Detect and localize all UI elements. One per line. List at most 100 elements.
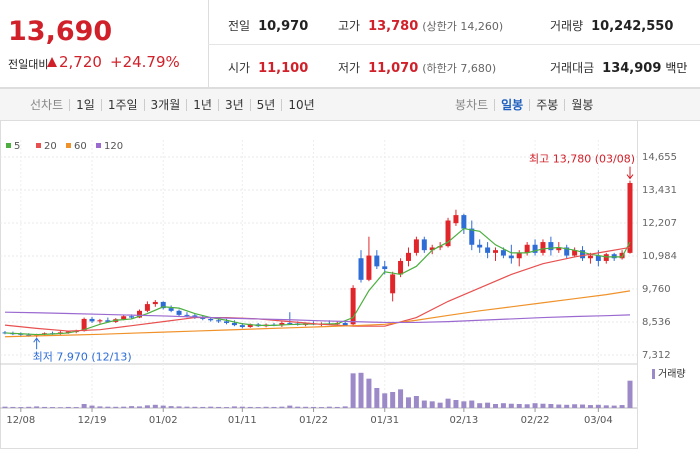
tab[interactable]: 1일	[69, 98, 101, 111]
volume-bar	[113, 406, 119, 408]
price: 13,690	[8, 16, 113, 47]
volume-bar	[311, 406, 317, 408]
legend-label: 5	[14, 141, 20, 152]
candle-body	[619, 252, 625, 259]
volume-bar	[295, 406, 301, 408]
change-label: 전일대비	[8, 58, 49, 71]
divider	[0, 87, 700, 88]
volume-bar	[2, 406, 8, 408]
x-tick-label: 01/11	[228, 415, 257, 426]
up-triangle	[47, 57, 57, 67]
candle-body	[493, 250, 499, 253]
volume-bar	[548, 404, 554, 408]
legend-swatch	[652, 369, 655, 379]
candle-body	[516, 252, 522, 259]
ma-line	[4, 311, 631, 324]
volume-bar	[34, 406, 40, 408]
candle-body	[97, 320, 103, 322]
stat-value: 10,970	[258, 19, 309, 34]
volume-bar	[390, 392, 396, 408]
volume-bar	[342, 406, 348, 408]
volume-bar	[160, 405, 166, 408]
annotation-arrow	[626, 166, 634, 180]
tab[interactable]: 3년	[217, 98, 250, 111]
volume-bar	[405, 397, 411, 408]
volume-bar	[508, 403, 514, 408]
change-rate: +24.79%	[110, 53, 180, 71]
legend-label: 60	[74, 141, 87, 152]
stat-value: 11,100	[258, 61, 309, 76]
volume-bar	[358, 372, 364, 408]
volume-bar	[437, 402, 443, 408]
plot-frame	[0, 120, 638, 449]
candle-body	[342, 322, 348, 326]
volume-bar	[239, 406, 245, 408]
tab[interactable]: 5년	[249, 98, 282, 111]
volume-bar	[556, 404, 562, 408]
y-tick-label: 7,312	[642, 350, 671, 361]
volume-bar	[500, 403, 506, 408]
stat-value: 11,070	[368, 61, 419, 76]
tab[interactable]: 10년	[281, 98, 320, 111]
volume-bar	[619, 405, 625, 408]
candle-body	[216, 320, 222, 322]
volume-bar	[287, 405, 293, 408]
candle-body	[540, 242, 546, 253]
stat-value: 10,242,550	[591, 19, 674, 34]
volume-bar	[216, 406, 222, 408]
stat-label: 시가	[228, 61, 251, 75]
tab[interactable]: 1년	[186, 98, 218, 111]
stat: 거래량 10,242,550	[550, 15, 673, 34]
tab[interactable]: 1주일	[100, 98, 144, 111]
volume-bar	[485, 402, 491, 408]
stat: 저가 11,070 (하한가 7,680)	[338, 57, 496, 76]
volume-bar	[279, 406, 285, 408]
y-tick-label: 10,984	[642, 251, 677, 262]
candle-body	[437, 246, 443, 248]
candle-body	[26, 334, 32, 336]
candle-body	[121, 316, 127, 320]
candle-body	[627, 183, 633, 253]
candle-body	[200, 317, 206, 319]
line-tabs: 선차트 1일 1주일 3개월 1년 3년 5년 10년	[30, 89, 321, 120]
volume-bar	[184, 406, 190, 408]
volume-bar	[382, 393, 388, 408]
candle-body	[508, 255, 514, 259]
volume-bar	[469, 400, 475, 408]
x-tick-label: 01/31	[370, 415, 399, 426]
volume-bar	[144, 405, 150, 408]
ma-line	[4, 246, 631, 332]
tab[interactable]: 주봉	[529, 98, 564, 111]
tab[interactable]: 3개월	[143, 98, 187, 111]
volume-bar	[334, 406, 340, 408]
candle-body	[168, 308, 174, 311]
volume-bar	[81, 404, 87, 408]
candle-body	[587, 255, 593, 259]
candle-tabs: 봉차트 일봉 주봉 월봉	[455, 89, 599, 120]
candle-body	[595, 255, 601, 261]
candle-body	[287, 322, 293, 324]
volume-bar	[421, 400, 427, 408]
y-tick-label: 8,536	[642, 317, 671, 328]
annotation: 최저 7,970 (12/13)	[33, 350, 132, 363]
candle-body	[532, 244, 538, 253]
divider	[208, 44, 700, 45]
candle-body	[89, 318, 95, 322]
y-tick-label: 13,431	[642, 185, 677, 196]
volume-bar	[453, 400, 459, 408]
candle-body	[500, 250, 506, 256]
x-tick-label: 12/08	[6, 415, 35, 426]
candle-body	[398, 260, 404, 275]
tab[interactable]: 월봉	[564, 98, 599, 111]
volume-bar	[200, 406, 206, 408]
volume-bar	[413, 396, 419, 408]
volume-bar	[326, 406, 332, 408]
tab[interactable]: 일봉	[494, 98, 529, 111]
stat-unit: 백만	[665, 61, 688, 75]
candle-body	[469, 228, 475, 245]
volume-bar	[10, 406, 16, 408]
ma-line	[4, 227, 631, 336]
y-tick-label: 14,655	[642, 152, 677, 163]
volume-bar	[627, 380, 633, 408]
tab-bar: 선차트 1일 1주일 3개월 1년 3년 5년 10년 봉차트 일봉 주봉 월봉	[0, 88, 700, 121]
